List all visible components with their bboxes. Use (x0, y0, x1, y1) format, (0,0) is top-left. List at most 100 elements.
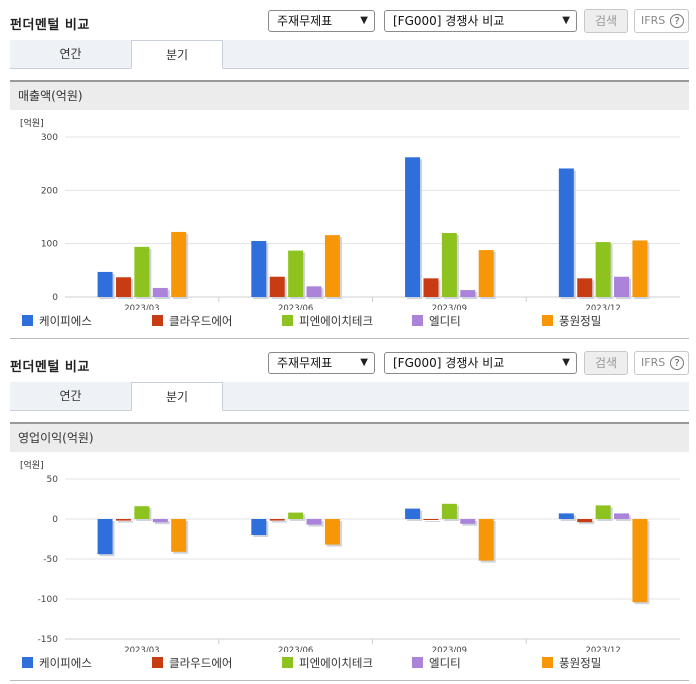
bar (441, 503, 457, 519)
legend-swatch (22, 657, 33, 668)
x-tick-label: 2023/03 (124, 304, 159, 310)
y-tick-label: 0 (52, 515, 58, 525)
bar (306, 286, 322, 297)
legend-swatch (22, 315, 33, 326)
bar (288, 512, 304, 519)
peer-group-select[interactable]: [FG000] 경쟁사 비교 ▼ (384, 352, 577, 374)
bar (134, 246, 150, 297)
bar (288, 250, 304, 297)
bar (405, 508, 421, 519)
legend-item[interactable]: 피엔에이치테크 (282, 655, 373, 671)
bar (152, 519, 168, 523)
legend-label: 클라우드에어 (169, 656, 233, 670)
help-icon[interactable]: ? (670, 14, 684, 28)
bar (306, 519, 322, 525)
peer-group-value: [FG000] 경쟁사 비교 (393, 14, 505, 28)
chevron-down-icon: ▼ (562, 15, 570, 26)
legend-item[interactable]: 케이피에스 (22, 313, 92, 329)
tab-annual[interactable]: 연간 (59, 47, 82, 61)
legend-item[interactable]: 풍원정밀 (542, 655, 601, 671)
bar (97, 519, 113, 555)
unit-label: [억원] (20, 459, 44, 471)
section-header: 영업이익(억원) (10, 422, 689, 452)
panel-title: 펀더멘털 비교 (10, 18, 90, 33)
bar (152, 287, 168, 297)
legend-item[interactable]: 클라우드에어 (152, 313, 232, 329)
period-tabs: 연간 분기 (10, 40, 689, 69)
legend-item[interactable]: 클라우드에어 (152, 655, 232, 671)
chevron-down-icon: ▼ (360, 15, 368, 26)
divider (10, 680, 689, 681)
legend-item[interactable]: 피엔에이치테크 (282, 313, 373, 329)
bar (632, 519, 648, 603)
bar (171, 519, 187, 552)
y-tick-label: -100 (38, 595, 59, 605)
peer-group-value: [FG000] 경쟁사 비교 (393, 356, 505, 370)
legend-swatch (412, 657, 423, 668)
bar (558, 168, 574, 297)
x-tick-label: 2023/06 (278, 304, 313, 310)
unit-label: [억원] (20, 117, 44, 129)
peer-group-select[interactable]: [FG000] 경쟁사 비교 ▼ (384, 10, 577, 32)
bar-shadow (271, 521, 287, 523)
bar (115, 519, 131, 521)
bar (251, 519, 267, 535)
legend-swatch (542, 657, 553, 668)
bar (251, 241, 267, 297)
bar (595, 505, 611, 519)
bar (97, 271, 113, 297)
legend-label: 피엔에이치테크 (299, 314, 374, 328)
y-tick-label: 200 (41, 186, 58, 196)
bar (423, 519, 439, 520)
legend-swatch (152, 657, 163, 668)
x-tick-label: 2023/06 (278, 646, 313, 652)
divider (10, 338, 689, 339)
y-tick-label: 0 (52, 293, 58, 303)
chevron-down-icon: ▼ (562, 357, 570, 368)
x-tick-label: 2023/03 (124, 646, 159, 652)
bar (115, 277, 131, 297)
tab-quarterly[interactable]: 분기 (131, 40, 223, 69)
y-tick-label: 100 (41, 240, 58, 250)
y-tick-label: 50 (47, 475, 59, 485)
bar (558, 513, 574, 519)
search-button[interactable]: 검색 (584, 351, 628, 375)
section-header: 매출액(억원) (10, 80, 689, 110)
legend-item[interactable]: 엘디티 (412, 655, 461, 671)
bar (478, 250, 494, 297)
bar-shadow (154, 521, 170, 525)
y-tick-label: -50 (43, 555, 58, 565)
x-tick-label: 2023/09 (432, 646, 467, 652)
bar (405, 157, 421, 297)
statement-type-value: 주재무제표 (277, 14, 333, 28)
statement-type-select[interactable]: 주재무제표 ▼ (268, 352, 375, 374)
legend-label: 케이피에스 (39, 314, 92, 328)
ifrs-button[interactable]: IFRS? (634, 9, 689, 33)
x-tick-label: 2023/09 (432, 304, 467, 310)
ifrs-button[interactable]: IFRS? (634, 351, 689, 375)
bar (269, 519, 285, 521)
legend-item[interactable]: 엘디티 (412, 313, 461, 329)
search-button[interactable]: 검색 (584, 9, 628, 33)
x-tick-label: 2023/12 (585, 304, 620, 310)
legend-label: 케이피에스 (39, 656, 92, 670)
tab-quarterly[interactable]: 분기 (131, 382, 223, 411)
legend-label: 풍원정밀 (559, 314, 602, 328)
legend-label: 엘디티 (429, 656, 461, 670)
legend-item[interactable]: 풍원정밀 (542, 313, 601, 329)
bar (577, 278, 593, 297)
legend-item[interactable]: 케이피에스 (22, 655, 92, 671)
bar (460, 519, 476, 524)
bar (595, 242, 611, 297)
legend-label: 클라우드에어 (169, 314, 233, 328)
tab-annual[interactable]: 연간 (59, 389, 82, 403)
bar-shadow (425, 521, 441, 522)
help-icon[interactable]: ? (670, 356, 684, 370)
statement-type-value: 주재무제표 (277, 356, 333, 370)
legend-label: 풍원정밀 (559, 656, 602, 670)
statement-type-select[interactable]: 주재무제표 ▼ (268, 10, 375, 32)
chevron-down-icon: ▼ (360, 357, 368, 368)
bar (171, 231, 187, 297)
fundamental-panel-operating-profit: 펀더멘털 비교 주재무제표 ▼ [FG000] 경쟁사 비교 ▼ 검색 IFRS? … (0, 342, 696, 684)
period-tabs: 연간 분기 (10, 382, 689, 411)
